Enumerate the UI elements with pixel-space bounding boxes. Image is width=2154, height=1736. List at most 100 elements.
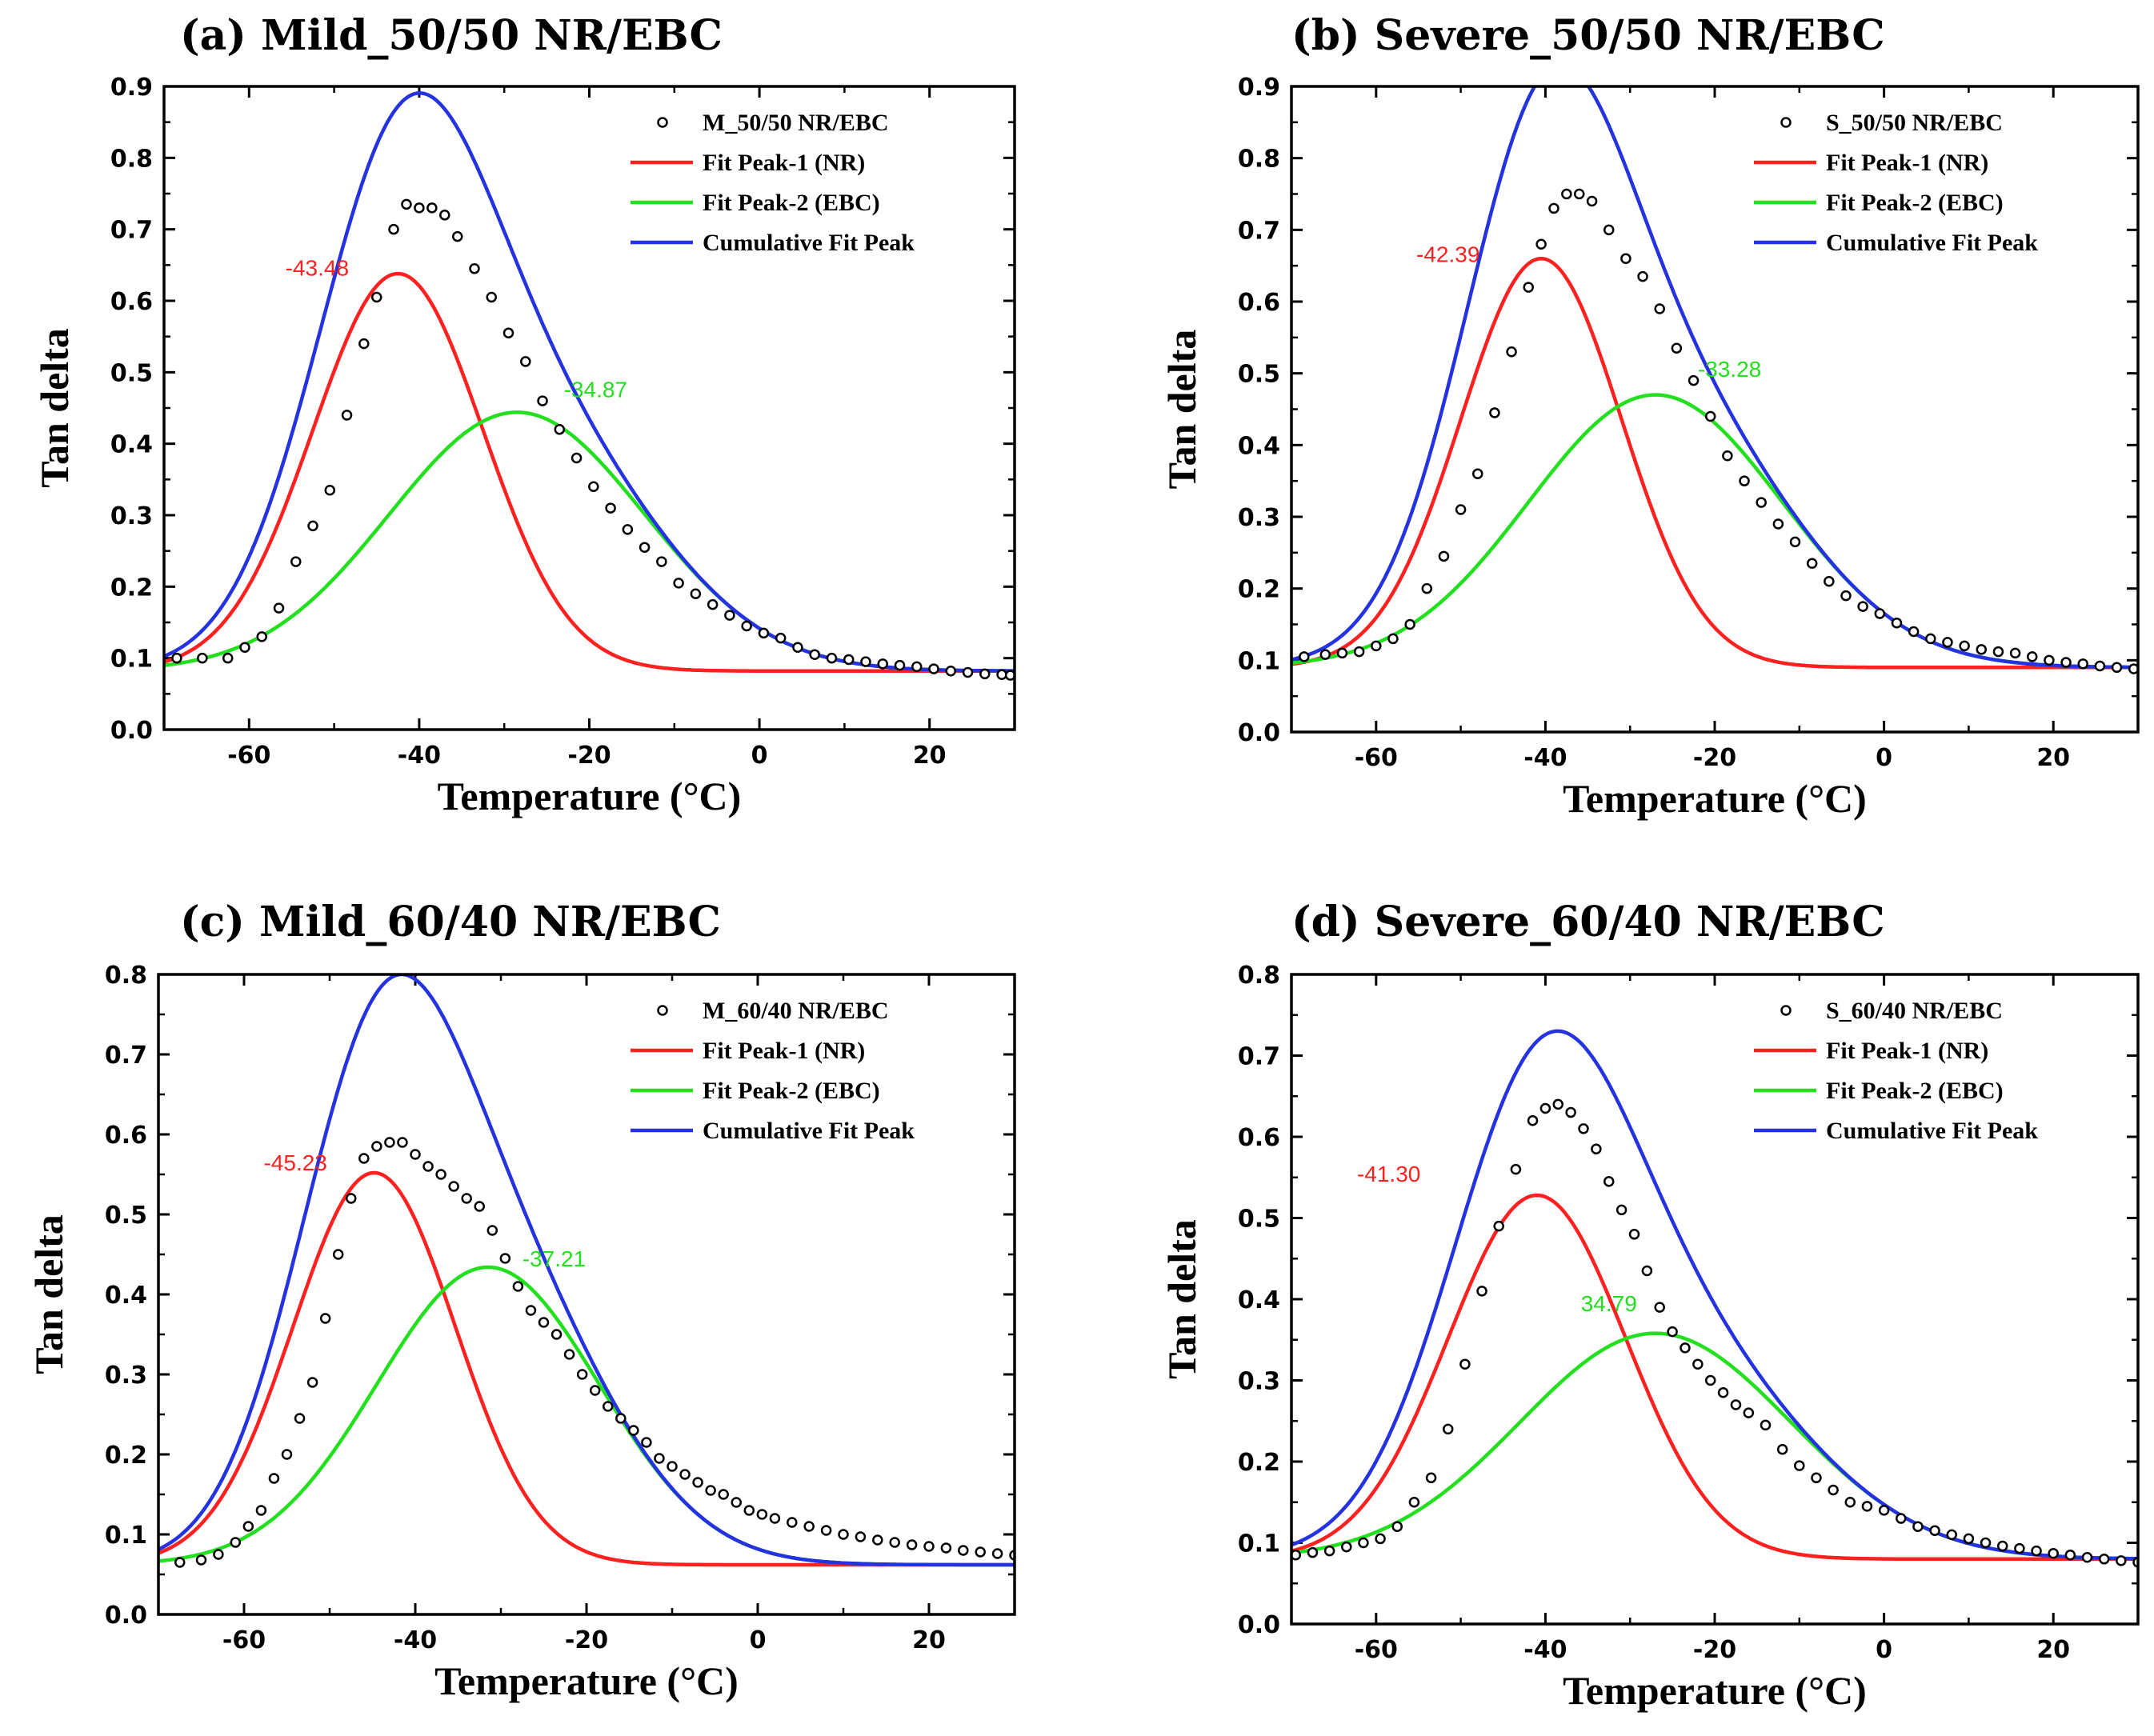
data-point: [1489, 407, 1500, 418]
data-point: [622, 524, 634, 535]
legend-label-peak1: Fit Peak-1 (NR): [1826, 1038, 1988, 1064]
y-tick-label: 0.6: [1238, 289, 1280, 317]
data-point: [1404, 618, 1415, 630]
data-point: [290, 556, 302, 567]
x-axis-label-unit: °C: [1808, 776, 1853, 821]
data-points: [1291, 1098, 2138, 1568]
data-point: [641, 1437, 652, 1448]
x-tick-label: 0: [1876, 1636, 1892, 1664]
x-tick-label: -20: [1693, 744, 1736, 772]
legend-label-cumulative: Cumulative Fit Peak: [1826, 1118, 2038, 1144]
data-point: [319, 1313, 331, 1324]
data-point: [1628, 1229, 1640, 1240]
data-point: [628, 1425, 639, 1436]
data-point: [410, 1149, 421, 1160]
y-tick-label: 0.7: [1238, 1043, 1280, 1071]
fit-peak-2-curve: [164, 410, 1015, 673]
y-axis-label: Tan delta: [1159, 1219, 1204, 1379]
data-point: [1717, 1386, 1729, 1398]
legend-label-data: S_50/50 NR/EBC: [1826, 110, 2003, 136]
data-point: [707, 598, 719, 610]
data-point: [2128, 663, 2138, 674]
data-point: [1828, 1484, 1839, 1496]
data-point: [358, 338, 370, 350]
data-point: [1291, 1549, 1302, 1561]
data-point: [945, 665, 957, 677]
legend-label-peak2: Fit Peak-2 (EBC): [1826, 1078, 2004, 1104]
data-point: [894, 659, 906, 671]
data-point: [324, 484, 336, 496]
data-point: [346, 1193, 357, 1204]
data-point: [213, 1549, 224, 1560]
chart-panel-1: (a) Mild_50/50 NR/EBC 0.0 0.1 0.2 0.3 0.4 0.5 0…: [32, 11, 1016, 818]
data-point: [1654, 1302, 1665, 1313]
panel-title: (a) Mild_50/50 NR/EBC: [180, 11, 723, 60]
data-point: [2064, 1549, 2076, 1561]
peak-label: -33.28: [1698, 357, 1761, 382]
data-point: [397, 1137, 408, 1148]
cumulative-fit-curve: [1291, 86, 2138, 670]
data-point: [439, 210, 450, 221]
y-tick-label: 0.9: [1238, 74, 1280, 102]
data-point: [1510, 1163, 1522, 1175]
data-point: [1654, 303, 1665, 314]
data-point: [809, 649, 820, 660]
data-point: [1620, 253, 1632, 264]
legend-label-cumulative: Cumulative Fit Peak: [703, 1118, 915, 1144]
y-tick-label: 0.4: [1238, 1286, 1280, 1314]
data-point: [1996, 1540, 2008, 1552]
legend-label-peak2: Fit Peak-2 (EBC): [703, 190, 880, 216]
data-point: [1358, 1537, 1369, 1549]
x-axis-label: Temperature (°C): [1563, 776, 1867, 821]
data-point: [2116, 1555, 2127, 1566]
y-tick-label: 0.5: [110, 359, 153, 387]
x-axis-label: Temperature (°C): [438, 774, 742, 818]
data-point: [743, 1505, 755, 1516]
y-tick-label: 0.2: [110, 574, 153, 602]
legend-label-data: M_60/40 NR/EBC: [703, 998, 889, 1024]
data-point: [499, 1253, 511, 1264]
data-point: [1535, 238, 1547, 250]
data-point: [656, 556, 667, 567]
data-point: [718, 1489, 729, 1500]
data-point: [2014, 1542, 2025, 1554]
data-point: [1861, 1501, 1873, 1512]
data-point: [654, 1453, 665, 1464]
legend-label-peak1: Fit Peak-1 (NR): [703, 1038, 865, 1064]
data-point: [358, 1153, 370, 1164]
data-point: [1455, 504, 1467, 515]
legend-label-data: S_60/40 NR/EBC: [1826, 998, 2003, 1024]
data-point: [1811, 1472, 1822, 1484]
data-point: [792, 642, 803, 654]
data-point: [838, 1529, 849, 1540]
data-point: [1929, 1525, 1940, 1537]
curves: [158, 974, 1015, 1567]
data-point: [589, 1385, 601, 1396]
y-tick-label: 0.4: [110, 431, 153, 459]
x-axis-label-unit: °C: [680, 1658, 725, 1703]
panel-title: (b) Severe_50/50 NR/EBC: [1291, 11, 1885, 60]
data-point: [255, 1505, 267, 1516]
data-point: [1459, 1358, 1471, 1370]
y-tick-label: 0.4: [1238, 432, 1280, 460]
data-point: [1603, 224, 1615, 236]
data-point: [268, 1473, 280, 1484]
axes-frame: [1290, 973, 2140, 1626]
data-point: [1992, 646, 2004, 658]
data-point: [1442, 1423, 1454, 1435]
data-point: [306, 1377, 318, 1388]
data-point: [1603, 1176, 1615, 1187]
data-point: [2031, 1545, 2042, 1557]
data-point: [724, 610, 735, 621]
legend: S_60/40 NR/EBC Fit Peak-1 (NR) Fit Peak-2 …: [1754, 998, 2038, 1144]
peak-label: 34.79: [1581, 1291, 1637, 1316]
data-point: [588, 481, 599, 493]
data-point: [197, 652, 208, 664]
y-tick-label: 0.5: [105, 1202, 147, 1230]
x-tick-label: -40: [1523, 744, 1567, 772]
data-point: [1561, 188, 1572, 200]
y-axis-label: Tan delta: [26, 1214, 71, 1374]
x-tick-label: -20: [1693, 1636, 1736, 1664]
data-point: [230, 1537, 242, 1548]
